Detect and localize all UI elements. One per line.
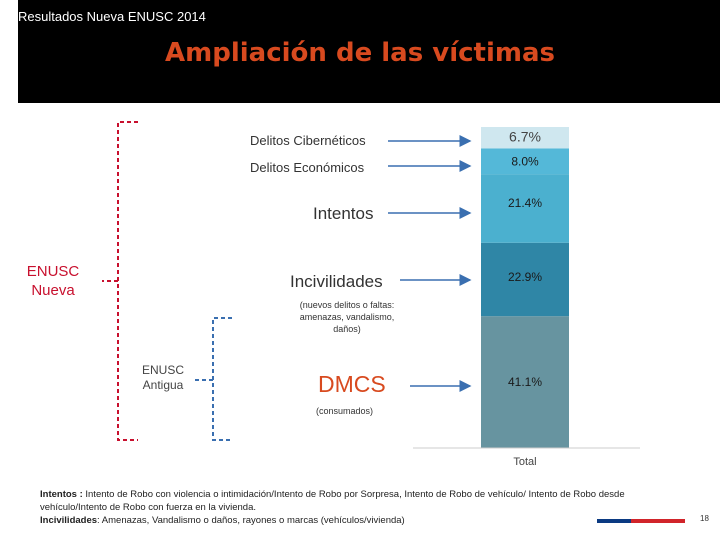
flag-red-segment	[631, 519, 685, 523]
label-dmcs-note: (consumados)	[316, 406, 374, 416]
data-label-delitos-econ-micos: 8.0%	[511, 154, 539, 168]
footnote-incivilidades-text: : Amenazas, Vandalismo o daños, rayones …	[97, 515, 405, 526]
slide-title: Ampliación de las víctimas	[165, 38, 555, 68]
data-label-intentos: 21.4%	[508, 196, 542, 210]
enusc-antigua-bracket	[212, 317, 232, 441]
x-tick-label-total: Total	[513, 456, 536, 468]
flag-blue-segment	[597, 519, 631, 523]
header-top-label: Resultados Nueva ENUSC 2014	[18, 9, 206, 24]
brackets	[102, 121, 232, 441]
bar-segment-incivilidades	[481, 242, 569, 317]
label-enusc-antigua: ENUSC Antigua	[141, 363, 184, 392]
footnote-incivilidades-term: Incivilidades	[40, 515, 98, 526]
label-incivilidades-note: (nuevos delitos o faltas: amenazas, vand…	[299, 300, 395, 334]
bar-group: 41.1% 22.9% 21.4% 8.0% 6.7%	[481, 127, 569, 448]
bar-segment-delitos-econ-micos	[481, 148, 569, 175]
data-label-incivilidades: 22.9%	[508, 270, 542, 284]
data-label-dmcs: 41.1%	[508, 375, 542, 389]
label-delitos-ciberneticos: Delitos Cibernéticos	[250, 133, 366, 148]
page-number: 18	[700, 514, 709, 523]
arrows	[388, 135, 472, 392]
footnote-intentos-text: Intento de Robo con violencia o intimida…	[40, 489, 625, 513]
data-label-delitos-cibern-ticos: 6.7%	[509, 129, 541, 145]
bar-segment-dmcs	[481, 316, 569, 448]
label-incivilidades: Incivilidades	[290, 272, 383, 291]
label-enusc-nueva: ENUSC Nueva	[26, 263, 80, 299]
label-delitos-economicos: Delitos Económicos	[250, 160, 365, 175]
bar-segment-intentos	[481, 174, 569, 243]
footnote-intentos-term: Intentos :	[40, 489, 83, 500]
bar-segment-delitos-cibern-ticos	[481, 127, 569, 149]
label-dmcs: DMCS	[318, 371, 386, 397]
header-band	[18, 0, 720, 103]
footnote: Intentos : Intento de Robo con violencia…	[40, 488, 680, 527]
label-intentos: Intentos	[313, 204, 374, 223]
flag-bar	[597, 519, 685, 523]
